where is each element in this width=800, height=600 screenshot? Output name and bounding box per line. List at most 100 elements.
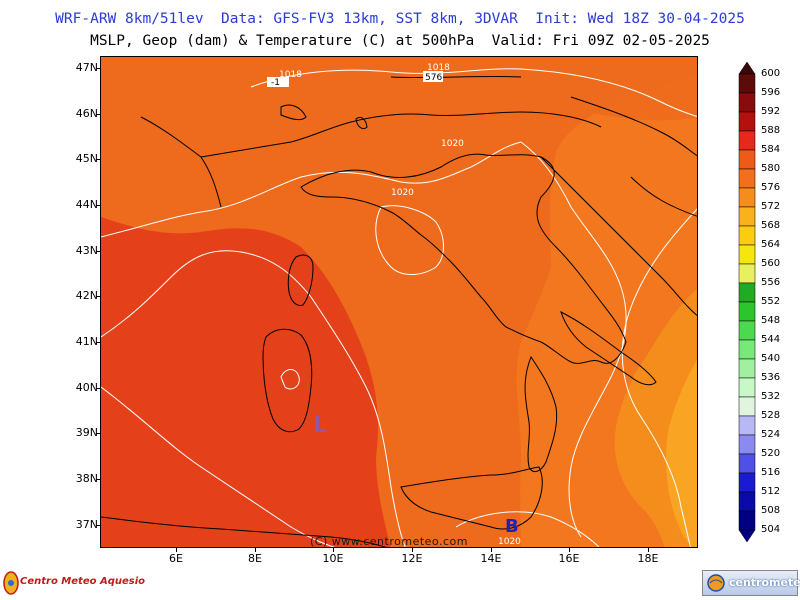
legend-value-label: 600 — [761, 68, 781, 79]
contour-label-1020: 1020 — [498, 537, 521, 547]
contour-label-576: 576 — [425, 73, 442, 83]
puglia-outline — [560, 311, 657, 386]
legend-swatch — [738, 358, 756, 379]
legend-swatch — [738, 453, 756, 474]
left-logo-text: Centro Meteo Aquesio — [20, 576, 145, 587]
weather-map: 1018 1018 576 1020 1020 1020 -1 L B — [100, 56, 698, 548]
legend-value-label: 536 — [761, 372, 781, 383]
isobar-line — [101, 250, 406, 547]
legend-value-label: 596 — [761, 87, 781, 98]
lake-outline — [280, 104, 307, 121]
isobar-line — [250, 68, 697, 117]
lat-label: 42N — [75, 289, 98, 302]
logo-emblem-icon — [3, 571, 19, 595]
centro-meteo-aquesio-logo[interactable]: Centro Meteo Aquesio — [0, 570, 145, 596]
isobar-line — [455, 511, 600, 547]
legend-swatch — [738, 396, 756, 417]
legend-value-label: 520 — [761, 448, 781, 459]
isobar-line — [375, 205, 444, 275]
legend-swatch — [738, 92, 756, 113]
legend-value-label: 560 — [761, 258, 781, 269]
lat-label: 39N — [75, 426, 98, 439]
france-border — [140, 116, 222, 208]
legend-value-label: 544 — [761, 334, 781, 345]
color-legend: 600 596 592 588 584 580 576 572 568 564 560 556 552 5… — [735, 62, 799, 542]
legend-value-label: 516 — [761, 467, 781, 478]
lat-label: 47N — [75, 61, 98, 74]
legend-swatch — [738, 187, 756, 208]
legend-value-label: 528 — [761, 410, 781, 421]
isobars — [101, 68, 697, 547]
sardinia-low-mark: L — [313, 413, 327, 438]
sicily-mark: B — [505, 516, 519, 537]
legend-swatch — [738, 320, 756, 341]
legend-arrow-bottom — [738, 529, 756, 542]
lake-outline — [355, 116, 368, 130]
lon-label: 16E — [558, 552, 580, 565]
legend-swatch — [738, 263, 756, 284]
legend-swatch — [738, 377, 756, 398]
sicily-outline — [400, 466, 543, 530]
contour-label-1020: 1020 — [441, 139, 464, 149]
contour-label-1018: 1018 — [427, 63, 450, 73]
corsica-outline — [287, 254, 314, 306]
legend-swatch — [738, 282, 756, 303]
geop-contour — [390, 75, 522, 79]
lon-label: 6E — [169, 552, 183, 565]
legend-arrow-top — [738, 62, 756, 75]
contour-label-low: -1 — [271, 78, 280, 88]
legend-swatch — [738, 149, 756, 170]
lon-label: 12E — [401, 552, 423, 565]
lon-label: 14E — [480, 552, 502, 565]
legend-swatch — [738, 301, 756, 322]
shade-584-region — [101, 217, 391, 547]
lat-label: 43N — [75, 244, 98, 257]
legend-swatch — [738, 225, 756, 246]
alpine-border — [200, 111, 602, 158]
lat-label: 37N — [75, 518, 98, 531]
lat-label: 40N — [75, 381, 98, 394]
legend-value-label: 556 — [761, 277, 781, 288]
contour-label-1020: 1020 — [391, 188, 414, 198]
isobar-line — [101, 386, 336, 547]
calabria-outline — [524, 355, 558, 473]
legend-value-label: 568 — [761, 220, 781, 231]
sardinia-outline — [262, 328, 313, 433]
legend-value-label: 552 — [761, 296, 781, 307]
balkan-border — [570, 96, 697, 157]
isobar-line — [101, 141, 522, 238]
balkan-coast — [540, 156, 697, 316]
legend-value-label: 572 — [761, 201, 781, 212]
coastlines — [101, 96, 697, 547]
legend-swatch — [738, 73, 756, 94]
legend-swatch — [738, 168, 756, 189]
lat-label: 38N — [75, 472, 98, 485]
legend-value-label: 508 — [761, 505, 781, 516]
isobar-line — [621, 208, 697, 547]
lat-label: 44N — [75, 198, 98, 211]
centrometeo-logo[interactable]: centrometeo — [702, 570, 800, 596]
legend-value-label: 564 — [761, 239, 781, 250]
legend-swatch — [738, 130, 756, 151]
legend-value-label: 532 — [761, 391, 781, 402]
contour-label-1018: 1018 — [279, 70, 302, 80]
legend-value-label: 504 — [761, 524, 781, 535]
header-title-line2: MSLP, Geop (dam) & Temperature (C) at 50… — [90, 33, 710, 49]
lat-label: 45N — [75, 152, 98, 165]
lat-label: 46N — [75, 107, 98, 120]
legend-value-label: 588 — [761, 125, 781, 136]
isobar-line — [520, 141, 627, 538]
legend-swatch — [738, 434, 756, 455]
right-logo-text: centrometeo — [729, 576, 800, 589]
legend-swatch — [738, 510, 756, 531]
legend-value-label: 584 — [761, 144, 781, 155]
legend-value-label: 592 — [761, 106, 781, 117]
legend-value-label: 580 — [761, 163, 781, 174]
legend-value-label: 548 — [761, 315, 781, 326]
copyright-text: (C) www.centrometeo.com — [310, 535, 468, 548]
legend-swatch — [738, 339, 756, 360]
legend-swatch — [738, 472, 756, 493]
legend-value-label: 512 — [761, 486, 781, 497]
legend-value-label: 576 — [761, 182, 781, 193]
legend-swatch — [738, 244, 756, 265]
